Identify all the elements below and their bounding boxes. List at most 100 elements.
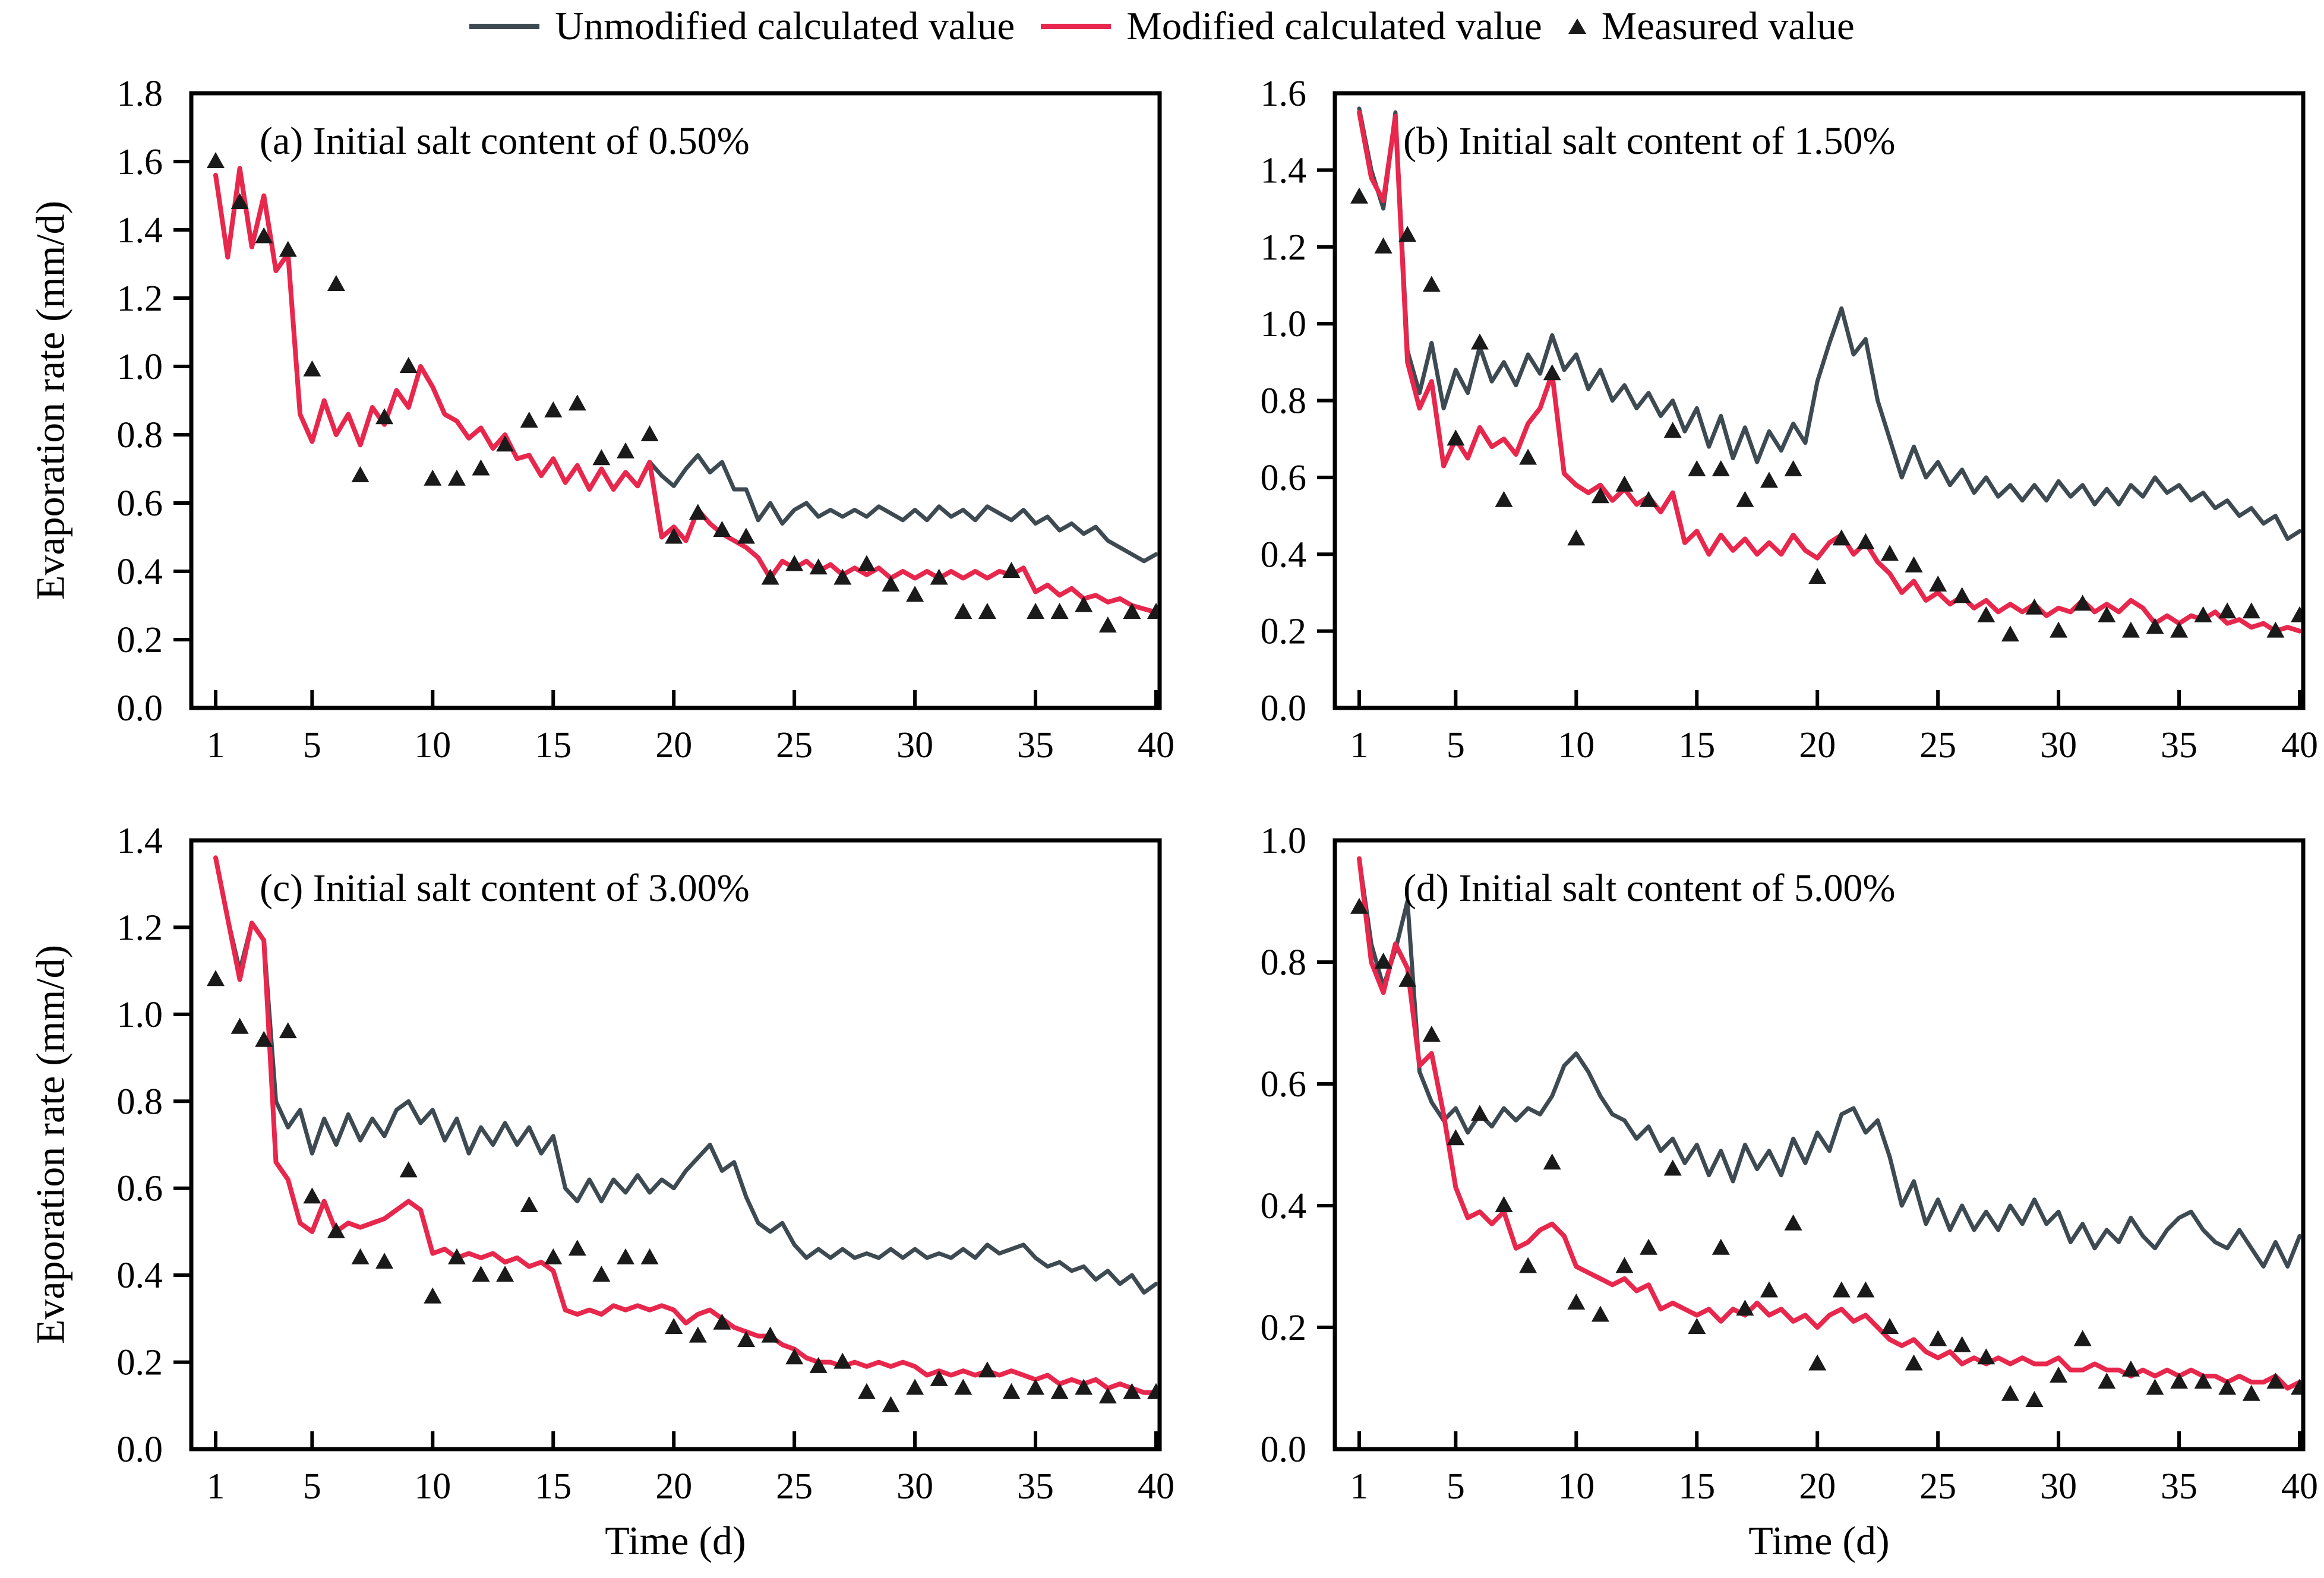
- y-tick-label: 0.6: [1261, 458, 1307, 498]
- modified-line-icon: [1041, 23, 1112, 29]
- x-tick-label: 5: [303, 725, 321, 766]
- unmodified-line-d: [1357, 856, 2301, 1269]
- y-tick-label: 0.8: [117, 415, 163, 456]
- x-tick-label: 35: [1017, 725, 1054, 766]
- x-tick-label: 5: [303, 1466, 321, 1507]
- y-tick-label: 0.2: [117, 620, 163, 660]
- plot-frame-a: [189, 91, 1162, 710]
- y-tick-label: 1.8: [117, 74, 163, 114]
- y-tick-label: 1.2: [1261, 227, 1307, 268]
- y-tick-label: 0.8: [1261, 943, 1307, 983]
- modified-line-b: [1357, 110, 2301, 634]
- y-tick-label: 0.6: [117, 483, 163, 524]
- unmodified-line-c: [213, 855, 1158, 1295]
- x-tick-label: 10: [1558, 725, 1594, 766]
- y-tick-label: 0.0: [117, 1430, 163, 1470]
- y-tick-label: 0.4: [1261, 535, 1307, 575]
- panel-c-title: (c) Initial salt content of 3.00%: [260, 867, 750, 910]
- x-tick-label: 25: [1919, 725, 1956, 766]
- x-axis-label-panel-d: Time (d): [1748, 1518, 1890, 1563]
- x-tick-label: 30: [896, 725, 933, 766]
- x-tick-label: 10: [414, 1466, 451, 1507]
- x-tick-label: 25: [1919, 1466, 1956, 1507]
- y-tick-label: 0.2: [117, 1343, 163, 1383]
- x-tick-label: 15: [1678, 1466, 1715, 1507]
- measured-triangle-icon: [1568, 18, 1586, 34]
- y-tick-label: 1.0: [1261, 304, 1307, 344]
- legend-label-unmodified: Unmodified calculated value: [555, 4, 1015, 48]
- y-tick-label: 1.6: [1261, 74, 1307, 114]
- y-axis-label-row2: Evaporation rate (mm/d): [27, 944, 73, 1345]
- legend: Unmodified calculated value Modified cal…: [0, 0, 2324, 52]
- y-tick-label: 0.0: [1261, 688, 1307, 729]
- x-tick-label: 40: [1138, 725, 1174, 766]
- unmodified-line-b: [1357, 106, 2301, 541]
- y-tick-label: 0.4: [117, 1256, 163, 1296]
- y-tick-label: 0.4: [1261, 1186, 1307, 1226]
- x-tick-label: 20: [655, 725, 692, 766]
- x-tick-label: 5: [1447, 725, 1465, 766]
- y-tick-label: 0.8: [1261, 381, 1307, 422]
- x-tick-label: 15: [535, 725, 571, 766]
- x-tick-label: 10: [1558, 1466, 1594, 1507]
- x-tick-label: 35: [2161, 1466, 2197, 1507]
- y-tick-label: 1.2: [117, 907, 163, 948]
- measured-points-b: [1350, 187, 2301, 642]
- plot-frame-b: [1332, 91, 2306, 710]
- panel-b-title: (b) Initial salt content of 1.50%: [1403, 119, 1896, 163]
- unmodified-line-icon: [469, 23, 540, 29]
- measured-points-c: [207, 970, 1158, 1412]
- legend-item-unmodified: Unmodified calculated value: [469, 4, 1015, 49]
- x-tick-label: 1: [1350, 725, 1369, 766]
- x-tick-label: 10: [414, 725, 451, 766]
- y-tick-label: 1.4: [1261, 150, 1307, 191]
- y-tick-label: 0.6: [1261, 1064, 1307, 1105]
- x-tick-label: 30: [2040, 1466, 2077, 1507]
- x-tick-label: 30: [2040, 725, 2077, 766]
- unmodified-line-a: [213, 166, 1158, 564]
- modified-line-a: [213, 166, 1158, 615]
- x-tick-label: 30: [896, 1466, 933, 1507]
- x-axis-label-panel-c: Time (d): [605, 1518, 746, 1563]
- x-tick-label: 25: [776, 725, 813, 766]
- x-tick-label: 1: [207, 1466, 225, 1507]
- x-tick-label: 20: [1799, 725, 1836, 766]
- y-tick-label: 1.6: [117, 142, 163, 182]
- y-tick-label: 0.6: [117, 1169, 163, 1209]
- legend-label-measured: Measured value: [1601, 4, 1855, 48]
- y-tick-label: 1.2: [117, 279, 163, 319]
- legend-item-modified: Modified calculated value: [1041, 4, 1542, 49]
- measured-points-a: [207, 152, 1158, 633]
- y-tick-label: 0.8: [117, 1081, 163, 1122]
- panel-b: 0.00.20.40.60.81.01.21.41.61 5 10 15 20 25 30 3…: [1261, 74, 2319, 766]
- panel-a: 0.00.20.40.60.81.01.21.41.61.81 5 10 15 20 25…: [117, 74, 1175, 766]
- y-tick-label: 1.0: [117, 347, 163, 387]
- x-tick-label: 35: [1017, 1466, 1054, 1507]
- x-tick-label: 15: [1678, 725, 1715, 766]
- y-tick-label: 0.0: [1261, 1430, 1307, 1470]
- y-tick-label: 1.0: [1261, 821, 1307, 861]
- modified-line-d: [1357, 856, 2301, 1391]
- modified-line-c: [213, 855, 1158, 1395]
- x-tick-label: 20: [655, 1466, 692, 1507]
- y-tick-label: 0.0: [117, 688, 163, 729]
- y-tick-label: 0.2: [1261, 612, 1307, 652]
- panel-c: 0.00.20.40.60.81.01.21.41 5 10 15 20 25 30 35 40: [117, 821, 1175, 1507]
- y-tick-label: 0.4: [117, 552, 163, 592]
- x-tick-label: 25: [776, 1466, 813, 1507]
- x-tick-label: 1: [207, 725, 225, 766]
- y-axis-label-row1: Evaporation rate (mm/d): [27, 200, 73, 600]
- x-tick-label: 40: [2281, 1466, 2318, 1507]
- x-tick-label: 40: [1138, 1466, 1174, 1507]
- y-tick-label: 1.4: [117, 821, 163, 861]
- x-tick-label: 1: [1350, 1466, 1369, 1507]
- y-tick-label: 1.0: [117, 995, 163, 1035]
- x-tick-label: 15: [535, 1466, 571, 1507]
- x-tick-label: 40: [2281, 725, 2318, 766]
- legend-item-measured: Measured value: [1568, 4, 1855, 49]
- x-tick-label: 35: [2161, 725, 2197, 766]
- panel-d-title: (d) Initial salt content of 5.00%: [1403, 867, 1896, 910]
- x-tick-label: 5: [1447, 1466, 1465, 1507]
